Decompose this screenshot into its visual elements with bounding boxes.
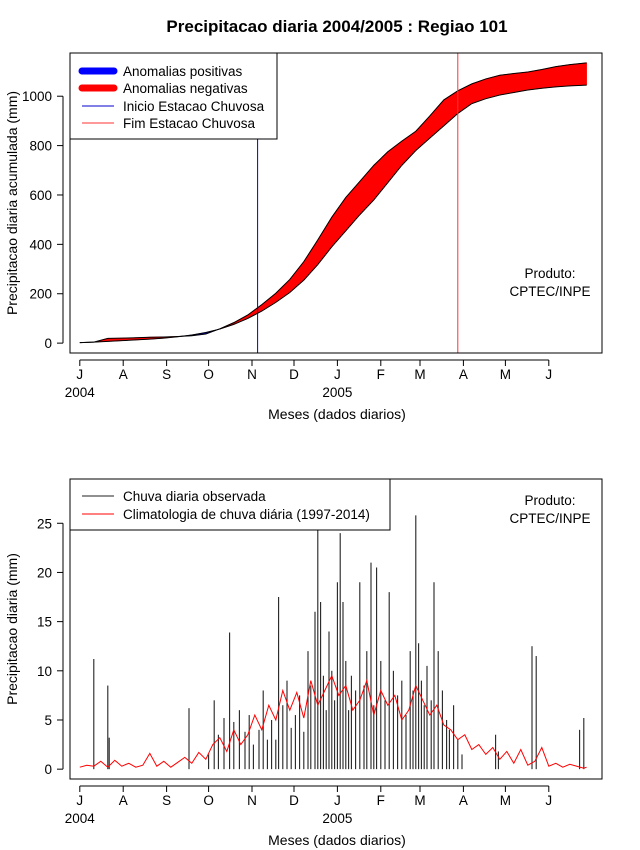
daily-x-tick-label: S (162, 793, 171, 808)
daily-x-tick-label: A (459, 793, 468, 808)
climatology-daily-line (79, 674, 587, 769)
legend-label-start: Inicio Estacao Chuvosa (123, 99, 265, 114)
accumulated-x-tick-label: N (247, 367, 257, 382)
accumulated-year-label: 2005 (322, 385, 352, 400)
daily-axes: J A S O N D J F M A M J 2004 2005 0 5 10 15 20 25 (37, 516, 552, 826)
legend-label-negative: Anomalias negativas (123, 81, 248, 96)
daily-x-tick-label: J (545, 793, 552, 808)
figure-title: Precipitacao diaria 2004/2005 : Regiao 1… (166, 17, 507, 36)
legend-label-observed: Chuva diaria observada (123, 489, 266, 504)
accumulated-x-axis-label: Meses (dados diarios) (268, 406, 406, 422)
negative-anomaly-segment (317, 216, 333, 266)
negative-anomaly-segment (513, 71, 529, 93)
accumulated-year-label: 2004 (65, 385, 96, 400)
daily-year-label: 2005 (322, 811, 352, 826)
climatology-accumulated-line (79, 84, 587, 344)
accumulated-plot-frame (69, 52, 603, 354)
accumulated-y-tick-label: 0 (44, 336, 52, 351)
daily-legend-box (69, 478, 391, 531)
legend-label-end: Fim Estacao Chuvosa (123, 116, 256, 131)
accumulated-legend-box (69, 52, 278, 140)
negative-anomaly-segment (499, 73, 515, 96)
accumulated-lines (79, 62, 587, 344)
accumulated-x-tick-label: A (119, 367, 128, 382)
negative-anomaly-segment (443, 90, 459, 127)
daily-y-tick-label: 15 (37, 615, 52, 630)
accumulated-x-tick-label: J (76, 367, 83, 382)
daily-x-tick-label: J (334, 793, 341, 808)
accumulated-axes: J A S O N D J F M A M J 2004 2005 0 200 400 600 800 1000 (22, 89, 552, 400)
accumulated-product-source: CPTEC/INPE (509, 284, 590, 299)
accumulated-x-tick-label: D (289, 367, 299, 382)
daily-y-tick-label: 10 (37, 664, 52, 679)
daily-y-axis-label: Precipitacao diaria (mm) (4, 553, 20, 705)
accumulated-y-tick-label: 600 (29, 188, 52, 203)
daily-y-tick-label: 20 (37, 565, 52, 580)
accumulated-y-tick-label: 1000 (22, 89, 52, 104)
daily-x-tick-label: M (414, 793, 425, 808)
daily-x-tick-label: F (377, 793, 385, 808)
daily-x-tick-label: D (289, 793, 299, 808)
accumulated-x-tick-label: J (545, 367, 552, 382)
negative-anomaly-segment (303, 238, 319, 281)
daily-y-tick-label: 5 (44, 713, 52, 728)
observed-accumulated-line (79, 62, 587, 344)
accumulated-x-tick-label: O (203, 367, 214, 382)
accumulated-y-tick-label: 400 (29, 237, 52, 252)
accumulated-x-tick-label: A (459, 367, 468, 382)
negative-anomaly-segment (261, 292, 277, 312)
daily-year-label: 2004 (65, 811, 96, 826)
daily-climatology (79, 674, 587, 769)
accumulated-y-tick-label: 800 (29, 139, 52, 154)
negative-anomaly-segment (387, 140, 403, 184)
daily-observed-bars (93, 515, 585, 770)
accumulated-y-axis-label: Precipitacao diaria acumulada (mm) (4, 91, 20, 315)
daily-x-axis-label: Meses (dados diarios) (268, 832, 406, 848)
daily-x-tick-label: J (76, 793, 83, 808)
daily-x-tick-label: M (500, 793, 511, 808)
daily-y-tick-label: 0 (44, 762, 52, 777)
negative-anomaly-segment (541, 66, 557, 89)
daily-x-tick-label: A (119, 793, 128, 808)
daily-product-source: CPTEC/INPE (509, 511, 590, 526)
legend-label-positive: Anomalias positivas (123, 64, 243, 79)
daily-x-tick-label: O (203, 793, 214, 808)
negative-anomaly-segment (527, 69, 543, 91)
accumulated-legend: Anomalias positivas Anomalias negativas … (69, 52, 278, 140)
accumulated-x-tick-label: M (414, 367, 425, 382)
accumulated-x-tick-label: J (334, 367, 341, 382)
accumulated-panel: J A S O N D J F M A M J 2004 2005 0 200 400 600 800 1000 Pr… (4, 52, 603, 422)
negative-anomaly-segment (555, 64, 571, 88)
daily-y-tick-label: 25 (37, 516, 52, 531)
accumulated-product-label: Produto: (524, 266, 575, 281)
daily-panel: J A S O N D J F M A M J 2004 2005 0 5 10 15 20 25 Precipita… (4, 478, 603, 848)
daily-product-label: Produto: (524, 493, 575, 508)
legend-label-climatology: Climatologia de chuva diária (1997-2014) (123, 507, 370, 522)
negative-anomaly-segment (415, 115, 431, 152)
daily-x-tick-label: N (247, 793, 257, 808)
negative-anomaly-segment (569, 62, 587, 87)
daily-legend: Chuva diaria observada Climatologia de c… (69, 478, 391, 531)
accumulated-x-tick-label: S (162, 367, 171, 382)
accumulated-x-tick-label: F (377, 367, 385, 382)
accumulated-x-tick-label: M (500, 367, 511, 382)
accumulated-y-tick-label: 200 (29, 287, 52, 302)
